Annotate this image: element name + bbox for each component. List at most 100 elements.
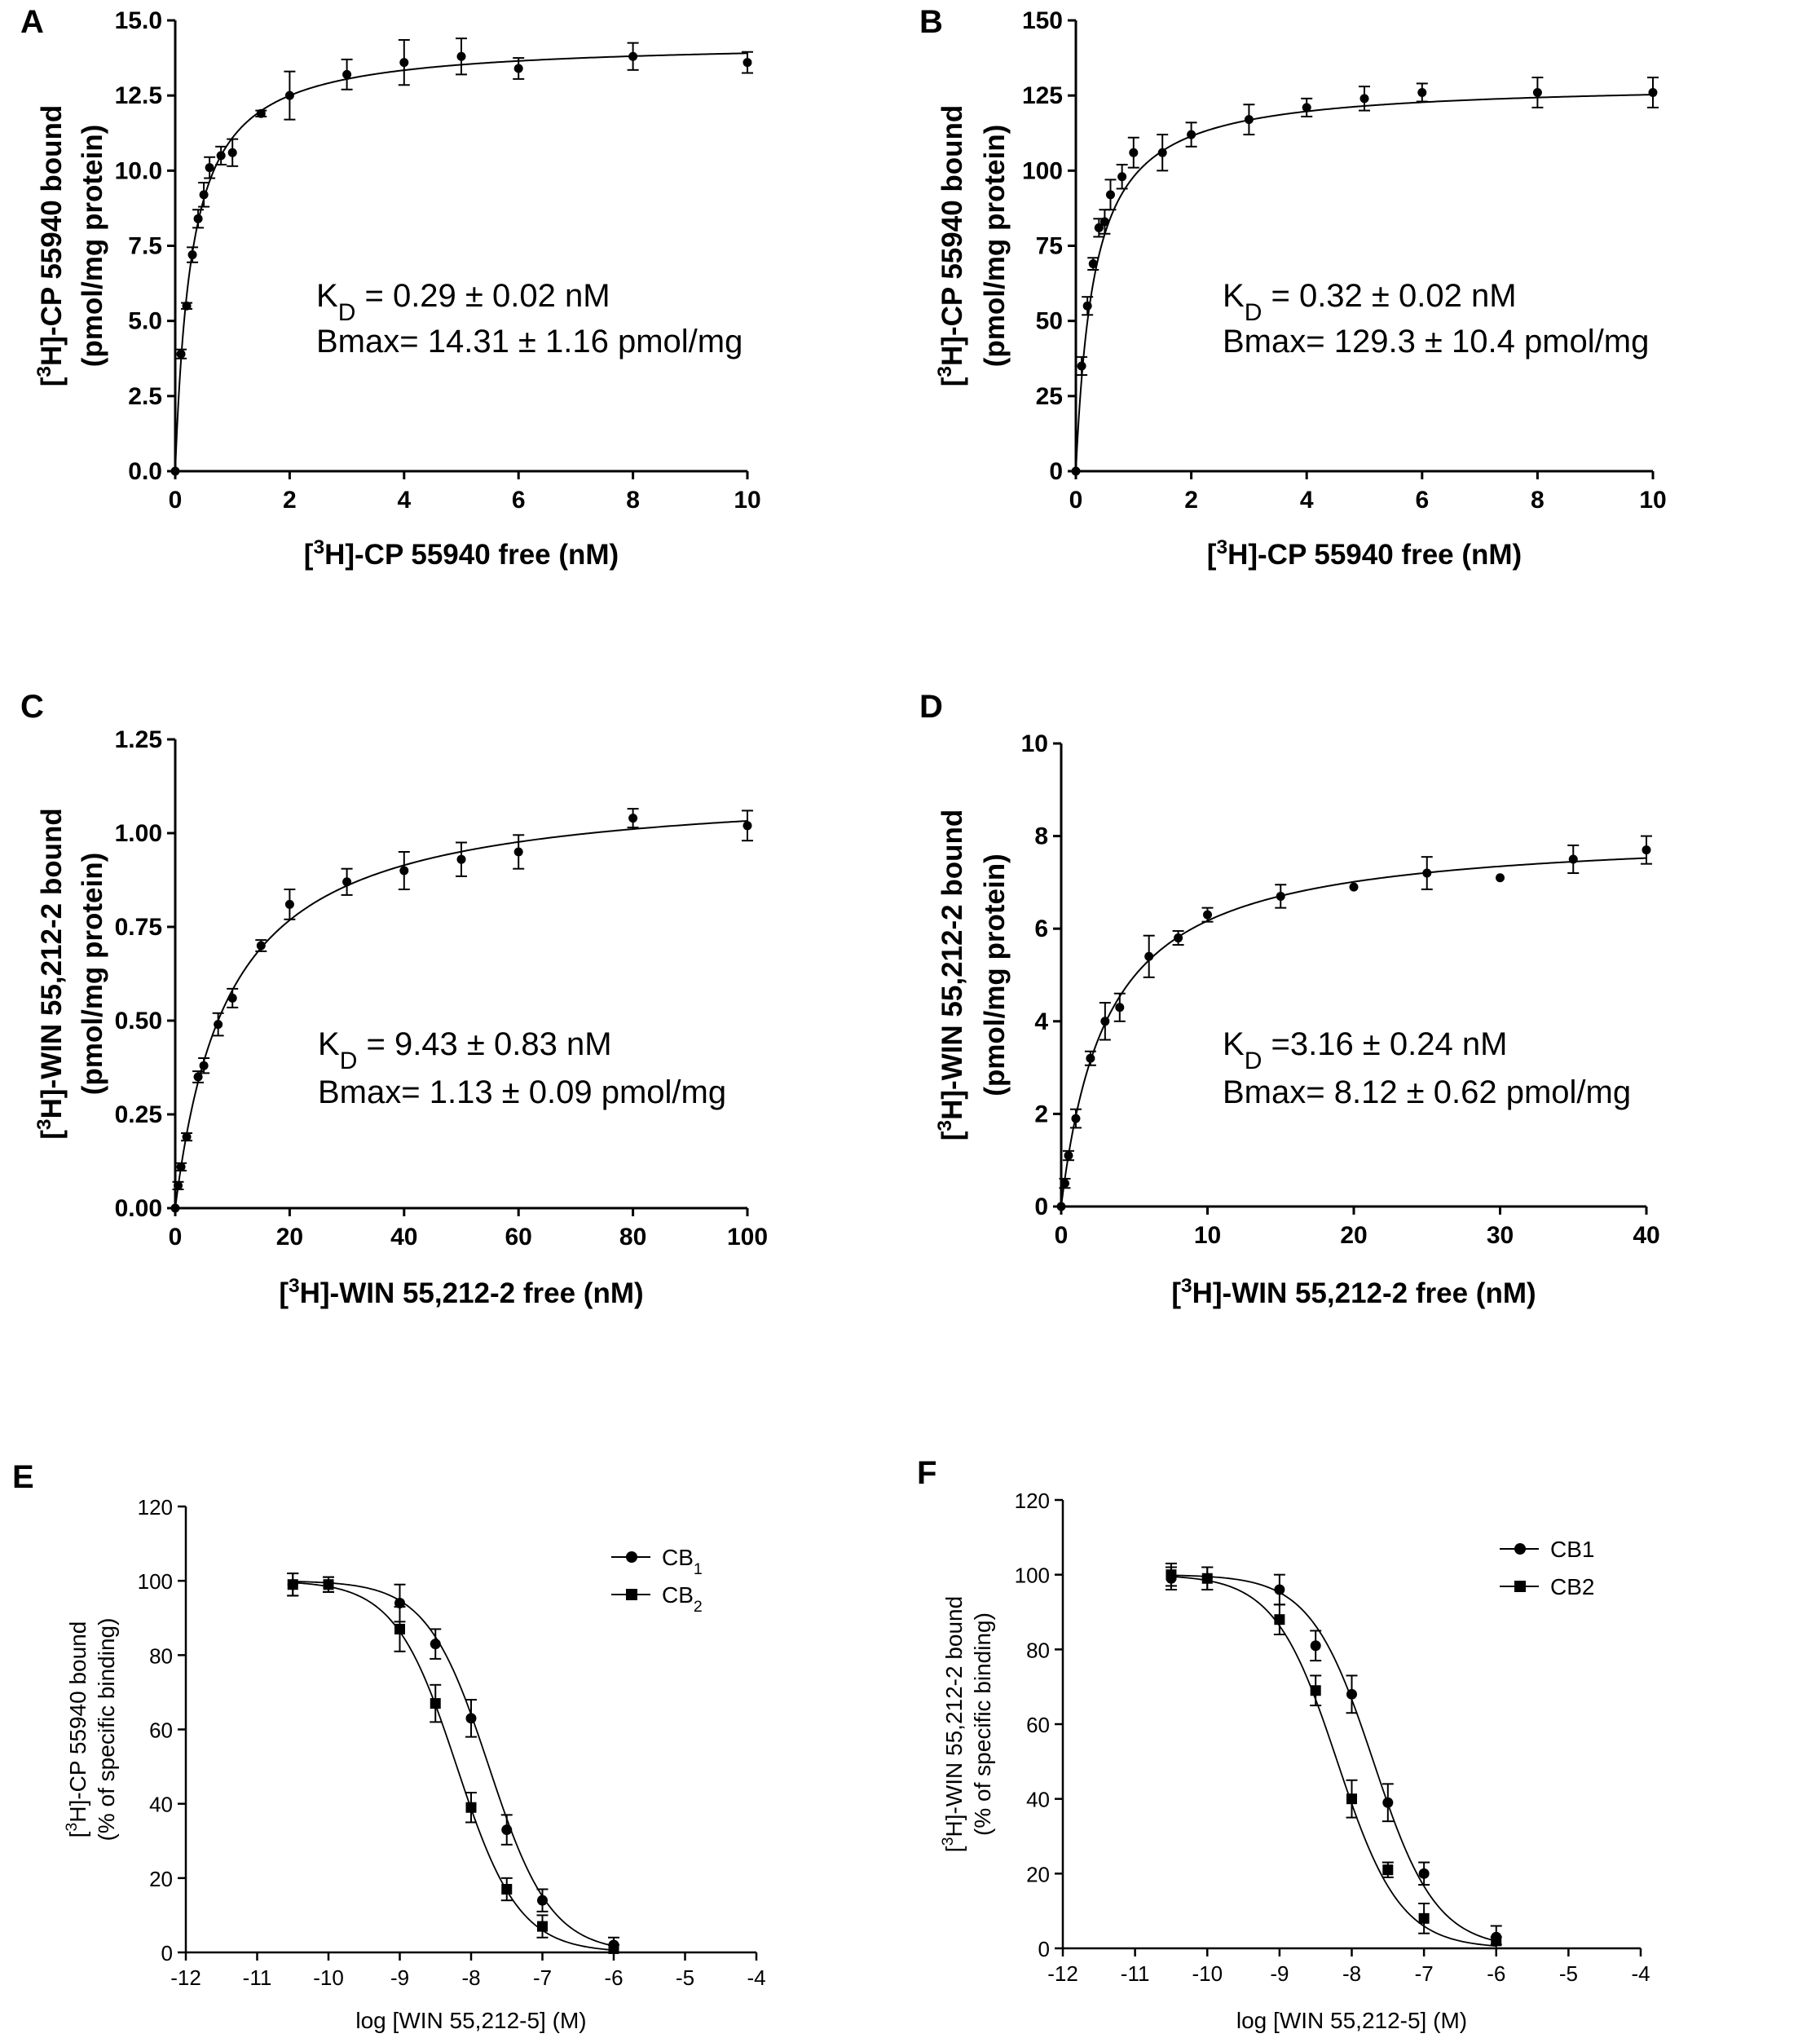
data-point [1115,1003,1125,1012]
data-point [182,1132,192,1142]
x-tick-label: -6 [1487,1961,1505,1986]
y-tick-label: 10 [1021,730,1048,757]
y-axis-title-line2: (% of specific binding) [94,1618,119,1842]
data-point [1346,1688,1357,1700]
data-point [743,821,752,831]
data-point [501,1884,513,1895]
y-tick-label: 25 [1036,383,1063,410]
y-tick-label: 5.0 [128,308,162,335]
y-axis-title-line1: [3H]-WIN 55,212-2 bound [939,1596,967,1852]
y-tick-label: 1.00 [115,820,162,847]
x-axis-title: [3H]-WIN 55,212-2 free (nM) [1171,1275,1536,1310]
y-tick-label: 10.0 [115,157,162,184]
data-point [1532,87,1542,97]
data-point [1244,115,1254,125]
y-tick-label: 0 [1049,458,1063,485]
x-tick-label: 60 [505,1224,532,1251]
y-tick-label: 0 [1034,1193,1048,1220]
data-point [227,993,237,1003]
series-data [1071,77,1659,476]
x-tick-label: -10 [313,1965,344,1990]
data-point [456,854,466,864]
data-point [1418,1868,1430,1879]
data-point [342,69,352,79]
x-tick-label: -10 [1192,1961,1223,1986]
panel-d: D 0 10 20 30 40 0 2 4 6 8 10 [3H]-WIN 55,212-2 free … [919,689,1660,1309]
y-tick-label: 80 [1026,1638,1050,1662]
y-axis-title-line1: [3H]-CP 55940 bound [934,105,969,387]
data-point [1417,87,1427,97]
y-tick-label: 12.5 [115,82,162,109]
y-tick-label: 0.00 [115,1195,162,1222]
data-point [1302,103,1311,112]
x-tick-label: -9 [390,1965,409,1990]
x-tick-label: 100 [727,1224,768,1251]
x-tick-label: 0 [169,487,183,514]
data-point [1648,87,1658,97]
data-point [1203,910,1212,920]
x-tick-label: 0 [1055,1222,1069,1249]
data-point [465,1802,477,1813]
x-axis-title: [3H]-CP 55940 free (nM) [1207,536,1522,571]
data-point [342,877,352,887]
data-point [628,814,638,823]
y-axis-title-line1: [3H]-WIN 55,212-2 bound [934,809,969,1140]
data-point [513,847,523,857]
data-point [1274,1614,1285,1626]
data-point [1496,873,1505,883]
y-tick-label: 2.5 [128,383,162,410]
x-tick-label: -8 [461,1965,480,1990]
data-point [1359,94,1369,104]
data-point [743,58,752,68]
y-tick-label: 4 [1034,1008,1048,1035]
bmax-annotation: Bmax= 1.13 ± 0.09 pmol/mg [318,1074,726,1110]
x-tick-label: -12 [170,1965,201,1990]
data-point [608,1943,619,1954]
x-tick-label: 10 [1194,1222,1221,1249]
y-tick-label: 120 [138,1495,173,1520]
data-point [170,1203,180,1213]
y-axis-title-line2: (pmol/mg protein) [979,854,1011,1096]
legend-entry-cb1: CB1 [1500,1537,1594,1562]
x-axis-title: [3H]-WIN 55,212-2 free (nM) [279,1275,643,1310]
fit-curve [1075,94,1654,471]
panel-c: C 0 20 40 60 80 100 0.00 0.25 0.50 0.75 1.00 1.25 [3H… [20,689,768,1309]
data-point [399,866,409,876]
fit-curve-cb2 [293,1581,615,1952]
y-tick-label: 75 [1036,233,1063,260]
y-tick-label: 40 [1026,1788,1050,1812]
data-point [1422,868,1432,878]
data-point [1642,845,1651,855]
y-tick-label: 0.25 [115,1101,162,1128]
data-point [1060,1179,1069,1189]
data-point [501,1824,513,1836]
x-tick-label: 8 [626,487,640,514]
y-tick-label: 0 [161,1941,173,1965]
y-tick-label: 125 [1022,82,1063,109]
data-point [1077,361,1086,371]
data-point [1166,1569,1177,1581]
y-tick-label: 20 [1026,1862,1050,1886]
data-point [1086,1053,1095,1063]
data-point [323,1579,334,1590]
legend-marker [626,1551,637,1563]
bmax-annotation: Bmax= 8.12 ± 0.62 pmol/mg [1223,1074,1631,1110]
data-point [394,1598,405,1609]
x-tick-label: -7 [1415,1961,1434,1986]
fit-curve-cb2 [1170,1576,1496,1948]
y-axis-title-line2: (pmol/mg protein) [979,125,1011,367]
x-tick-label: 40 [1633,1222,1659,1249]
data-point [205,163,214,173]
series-cb1 [1165,1566,1502,1949]
series-data [170,37,753,476]
data-point [430,1639,441,1650]
data-point [1071,1114,1081,1123]
x-tick-label: 20 [276,1224,303,1251]
x-tick-label: 6 [512,487,526,514]
x-tick-label: 0 [169,1224,183,1251]
data-point [287,1579,298,1590]
y-axis-title-line1: [3H]-CP 55940 bound [63,1621,90,1838]
y-axis-title-line1: [3H]-WIN 55,212-2 bound [33,808,68,1139]
data-point [465,1713,477,1724]
